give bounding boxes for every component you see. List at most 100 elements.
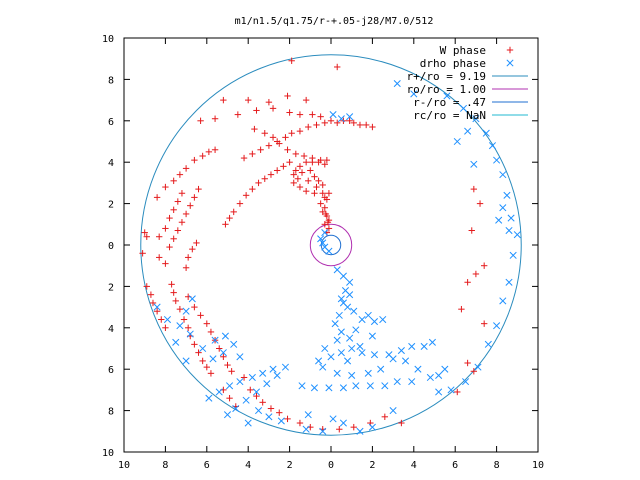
w-phase-point — [184, 254, 192, 261]
ring-circle — [309, 223, 353, 267]
w-phase-point — [240, 154, 248, 162]
w-phase-point — [288, 57, 295, 64]
drho-phase-point — [428, 338, 436, 346]
drho-phase-point — [503, 191, 511, 199]
drho-phase-point — [319, 427, 327, 435]
drho-phase-point — [277, 417, 285, 425]
drho-phase-point — [370, 318, 379, 326]
x-tick-label: 10 — [118, 460, 130, 471]
w-phase-point — [170, 289, 177, 296]
w-phase-point — [220, 353, 227, 360]
w-phase-point — [476, 200, 484, 207]
drho-phase-point — [364, 369, 372, 377]
drho-phase-point — [302, 425, 310, 433]
drho-phase-point — [472, 115, 480, 123]
drho-phase-point — [153, 303, 161, 311]
w-phase-point — [458, 305, 465, 313]
drho-phase-point — [221, 332, 229, 340]
w-phase-point — [197, 312, 204, 319]
drho-phase-point — [344, 357, 352, 365]
w-phase-point — [325, 190, 333, 197]
ring-circle — [140, 54, 522, 436]
drho-phase-point — [509, 251, 517, 259]
drho-phase-point — [495, 216, 503, 224]
drho-phase-point — [453, 137, 461, 146]
drho-phase-point — [321, 229, 329, 237]
drho-phase-point — [317, 235, 325, 243]
y-tick-label: 8 — [108, 407, 114, 418]
w-phase-point — [327, 117, 335, 124]
drho-phase-point — [389, 407, 397, 415]
drho-phase-point — [219, 349, 227, 357]
drho-phase-point — [209, 355, 217, 363]
w-phase-point — [468, 227, 475, 234]
drho-phase-point — [211, 336, 219, 344]
w-phase-point — [269, 134, 277, 141]
w-phase-point — [236, 200, 244, 207]
w-phase-point — [207, 328, 215, 336]
drho-phase-point — [366, 382, 374, 390]
w-phase-point — [141, 229, 148, 236]
w-phase-point — [240, 374, 248, 381]
w-phase-point — [199, 152, 206, 160]
w-phase-point — [321, 194, 328, 201]
x-tick-label: 6 — [452, 460, 458, 471]
w-phase-point — [170, 235, 177, 242]
drho-phase-point — [350, 307, 358, 315]
w-phase-point — [143, 233, 150, 240]
w-phase-point — [207, 370, 215, 377]
w-phase-point — [350, 119, 357, 127]
w-phase-point — [480, 320, 488, 327]
drho-phase-point — [410, 90, 418, 98]
w-phase-point — [269, 105, 277, 112]
drho-phase-point — [348, 344, 356, 353]
w-phase-point — [220, 96, 227, 104]
drho-phase-point — [346, 113, 354, 121]
drho-phase-point — [329, 111, 337, 119]
w-phase-point — [143, 283, 150, 290]
drho-phase-point — [319, 239, 327, 247]
drho-phase-point — [176, 322, 184, 330]
w-phase-point — [369, 123, 376, 131]
drho-phase-point — [259, 369, 267, 377]
drho-phase-point — [441, 365, 449, 373]
drho-phase-point — [172, 338, 180, 346]
w-phase-point — [242, 192, 250, 199]
w-phase-point — [155, 233, 163, 240]
w-phase-point — [187, 202, 194, 209]
w-phase-point — [284, 92, 291, 100]
w-phase-point — [228, 368, 235, 375]
w-phase-point — [273, 167, 281, 174]
y-tick-label: 0 — [108, 241, 114, 252]
drho-phase-point — [447, 386, 455, 394]
drho-phase-point — [368, 423, 376, 431]
w-phase-point — [139, 250, 146, 257]
drho-phase-point — [339, 384, 347, 392]
scatter-points — [139, 57, 521, 435]
drho-phase-point — [333, 266, 341, 274]
w-phase-point — [454, 388, 461, 396]
w-phase-point — [286, 159, 293, 166]
w-phase-point — [346, 117, 353, 124]
w-phase-point — [276, 409, 283, 416]
w-phase-point — [249, 185, 256, 193]
drho-phase-point — [223, 411, 232, 419]
drho-phase-point — [337, 328, 345, 336]
w-phase-point — [282, 134, 289, 141]
w-phase-point — [356, 121, 364, 129]
w-phase-point — [317, 200, 324, 207]
drho-phase-point — [230, 340, 238, 348]
drho-phase-point — [356, 342, 364, 350]
legend-label: ro/ro = 1.00 — [407, 83, 486, 96]
w-phase-point — [245, 96, 252, 104]
w-phase-point — [172, 297, 179, 305]
drho-phase-point — [484, 340, 492, 348]
drho-phase-point — [499, 204, 507, 212]
w-phase-point — [319, 190, 326, 197]
w-phase-point — [321, 204, 328, 211]
w-phase-point — [296, 127, 304, 135]
x-tick-label: 0 — [328, 460, 334, 471]
drho-phase-point — [389, 355, 397, 363]
